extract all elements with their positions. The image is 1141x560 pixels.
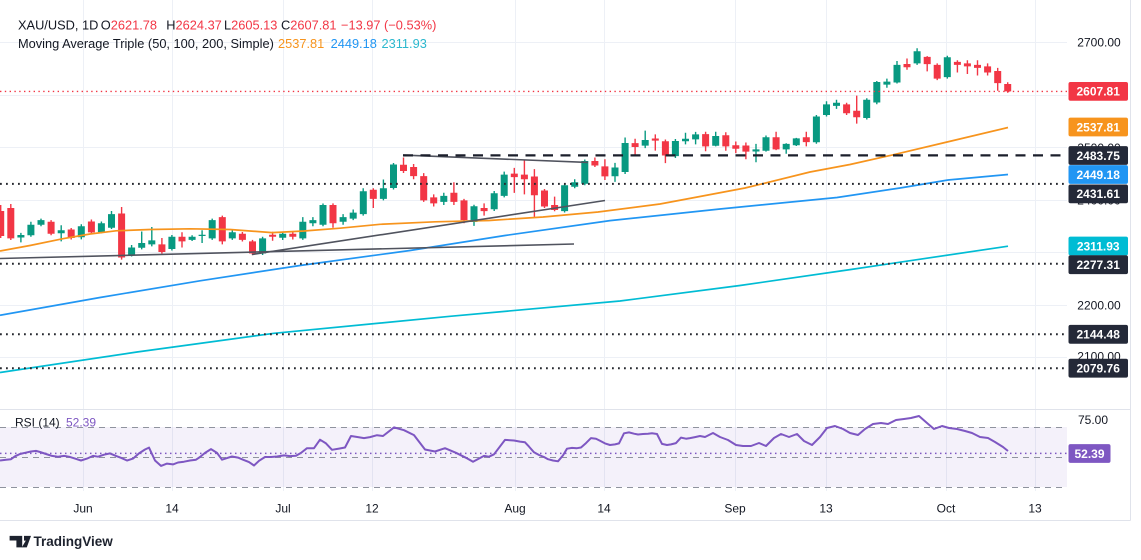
svg-text:2144.48: 2144.48: [1077, 328, 1121, 342]
svg-text:TradingView: TradingView: [34, 534, 114, 549]
svg-text:13: 13: [1028, 502, 1042, 516]
svg-text:2079.76: 2079.76: [1077, 362, 1121, 376]
svg-text:2431.61: 2431.61: [1077, 187, 1121, 201]
svg-text:Moving Average Triple (50, 100: Moving Average Triple (50, 100, 200, Sim…: [18, 36, 427, 51]
svg-text:2537.81: 2537.81: [1077, 120, 1121, 134]
svg-text:52.39: 52.39: [1074, 447, 1104, 461]
svg-text:14: 14: [597, 502, 611, 516]
svg-text:13: 13: [819, 502, 833, 516]
svg-text:2483.75: 2483.75: [1077, 149, 1121, 163]
svg-text:Jul: Jul: [275, 502, 290, 516]
svg-text:Aug: Aug: [504, 502, 525, 516]
svg-text:2311.93: 2311.93: [1077, 239, 1120, 253]
svg-text:Jun: Jun: [73, 502, 92, 516]
svg-text:2200.00: 2200.00: [1077, 299, 1121, 313]
svg-text:RSI (14)52.39: RSI (14) 52.39: [15, 415, 96, 429]
svg-text:2607.81: 2607.81: [1077, 85, 1121, 99]
svg-text:Sep: Sep: [724, 502, 746, 516]
svg-text:2700.00: 2700.00: [1077, 36, 1121, 50]
svg-text:2277.31: 2277.31: [1077, 258, 1121, 272]
svg-text:75.00: 75.00: [1078, 413, 1108, 427]
svg-text:2449.18: 2449.18: [1077, 168, 1121, 182]
svg-text:12: 12: [365, 502, 379, 516]
svg-text:Oct: Oct: [937, 502, 956, 516]
svg-text:14: 14: [165, 502, 179, 516]
